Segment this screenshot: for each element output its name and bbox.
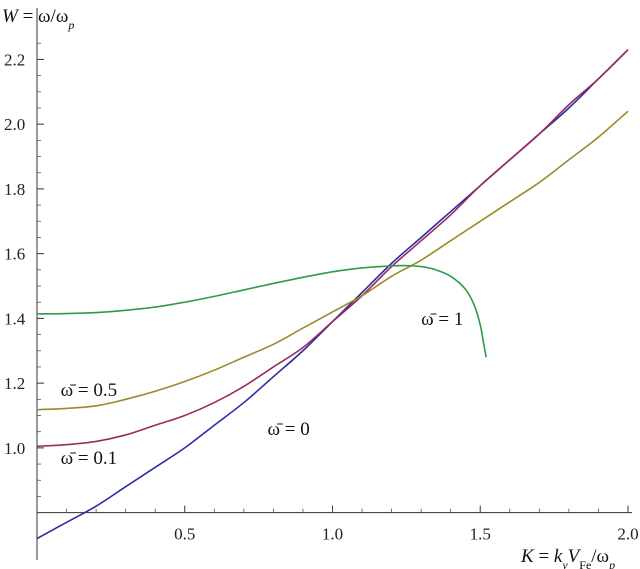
- x-tick-label: 0.5: [174, 525, 195, 544]
- series-line-0: [36, 49, 629, 540]
- curve-label-3: ω̄ = 0.1: [61, 448, 117, 469]
- x-tick-label: 1.0: [322, 525, 343, 544]
- y-tick-label: 1.4: [4, 309, 26, 328]
- curve-label-1: ω̄ = 0.5: [61, 380, 117, 401]
- y-axis-title: W = ω/ωp: [2, 6, 74, 32]
- series-line-1: [36, 49, 629, 448]
- y-tick-label: 1.2: [4, 374, 25, 393]
- series-line-2: [36, 110, 629, 411]
- curves: [36, 49, 629, 540]
- y-tick-label: 2.0: [4, 115, 25, 134]
- y-tick-label: 1.0: [4, 439, 25, 458]
- ticks: 1.0 1.2 1.4 1.6 1.8 2.0 2.2 0.5 1.0 1.5 2.0: [4, 42, 639, 544]
- curve-label-0: ω̄ = 1: [421, 309, 463, 330]
- x-tick-label: 2.0: [617, 525, 638, 544]
- curve-label-2: ω̄ = 0: [267, 419, 309, 440]
- axes: W = ω/ωp K = kyVFe/ωp: [2, 6, 632, 569]
- y-tick-label: 1.8: [4, 180, 25, 199]
- x-axis-title: K = kyVFe/ωp: [520, 546, 615, 569]
- y-tick-label: 2.2: [4, 50, 25, 69]
- series-line-3: [36, 264, 487, 358]
- y-tick-label: 1.6: [4, 245, 25, 264]
- x-tick-label: 1.5: [470, 525, 491, 544]
- curve-labels: ω̄ = 1 ω̄ = 0.5 ω̄ = 0 ω̄ = 0.1: [61, 309, 464, 469]
